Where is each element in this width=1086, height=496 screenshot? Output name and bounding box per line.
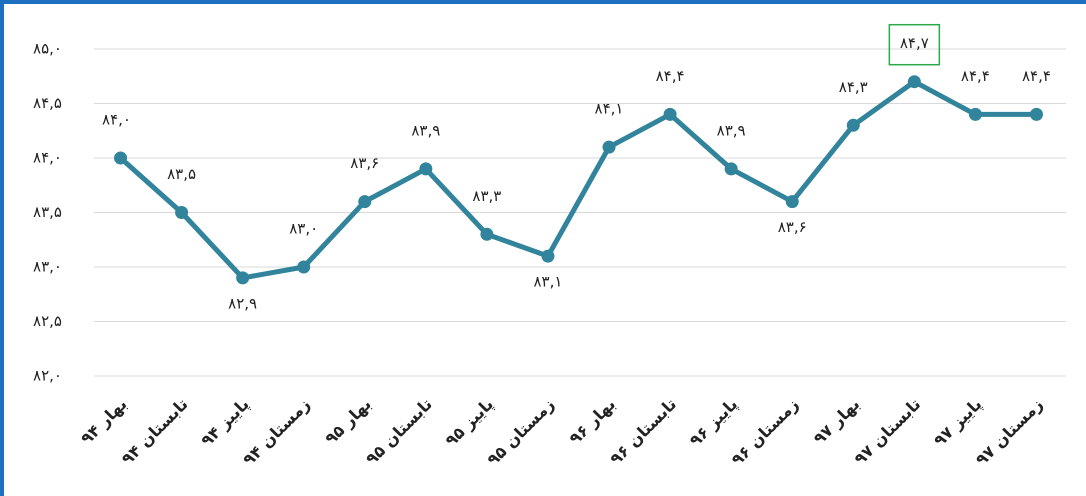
data-label: ۸۴,۴ — [961, 67, 990, 85]
data-point — [297, 260, 311, 274]
data-label: ۸۳,۵ — [167, 165, 196, 183]
y-tick-label: ۸۴,۵ — [33, 94, 62, 112]
data-point — [1029, 107, 1043, 121]
y-tick-label: ۸۲,۵ — [33, 312, 62, 330]
highlight-box — [888, 23, 941, 66]
data-point — [541, 249, 555, 263]
data-point — [480, 227, 494, 241]
data-point — [785, 195, 799, 209]
x-tick-label: پاییز ۹۶ — [686, 395, 742, 451]
data-point — [236, 271, 250, 285]
data-point — [602, 140, 616, 154]
data-label: ۸۳,۰ — [289, 220, 318, 238]
data-line — [118, 79, 1037, 281]
x-tick-label: تابستان ۹۶ — [606, 395, 680, 469]
data-point — [175, 206, 189, 219]
data-label: ۸۳,۱ — [533, 273, 562, 291]
data-label: ۸۴,۴ — [656, 67, 685, 85]
data-label: ۸۳,۹ — [411, 121, 440, 139]
x-tick-label: تابستان ۹۷ — [850, 395, 924, 469]
x-tick-label: تابستان ۹۵ — [362, 395, 436, 469]
data-label: ۸۲,۹ — [228, 294, 257, 312]
y-tick-label: ۸۳,۰ — [33, 258, 62, 276]
x-tick-label: بهار ۹۶ — [565, 395, 619, 449]
y-tick-label: ۸۴,۰ — [33, 149, 62, 167]
x-tick-label: پاییز ۹۷ — [930, 395, 986, 451]
x-tick-label: بهار ۹۷ — [810, 395, 864, 449]
data-label: ۸۳,۹ — [717, 121, 746, 139]
data-label: ۸۴,۰ — [102, 111, 131, 129]
x-tick-label: پاییز ۹۵ — [441, 395, 497, 451]
data-point — [846, 118, 860, 132]
data-point — [724, 162, 738, 176]
data-label: ۸۴,۷ — [900, 34, 929, 52]
data-label: ۸۴,۱ — [595, 100, 624, 118]
y-tick-label: ۸۳,۵ — [33, 203, 62, 221]
x-tick-label: تابستان ۹۴ — [118, 395, 192, 469]
data-point — [907, 75, 921, 89]
x-tick-label: پاییز ۹۴ — [197, 395, 253, 451]
y-tick-label: ۸۲,۰ — [33, 367, 62, 385]
data-label: ۸۳,۶ — [778, 218, 807, 236]
data-point — [968, 107, 982, 121]
data-label: ۸۴,۳ — [839, 78, 868, 96]
data-label: ۸۳,۳ — [472, 187, 501, 205]
y-tick-label: ۸۵,۰ — [33, 40, 62, 58]
x-tick-label: بهار ۹۵ — [321, 395, 375, 449]
x-tick-label: بهار ۹۴ — [77, 395, 131, 449]
data-point — [358, 195, 372, 209]
data-label: ۸۳,۶ — [350, 154, 379, 172]
data-point — [663, 107, 677, 121]
data-point — [419, 162, 433, 176]
data-label: ۸۴,۴ — [1022, 67, 1051, 85]
data-point — [114, 151, 128, 165]
